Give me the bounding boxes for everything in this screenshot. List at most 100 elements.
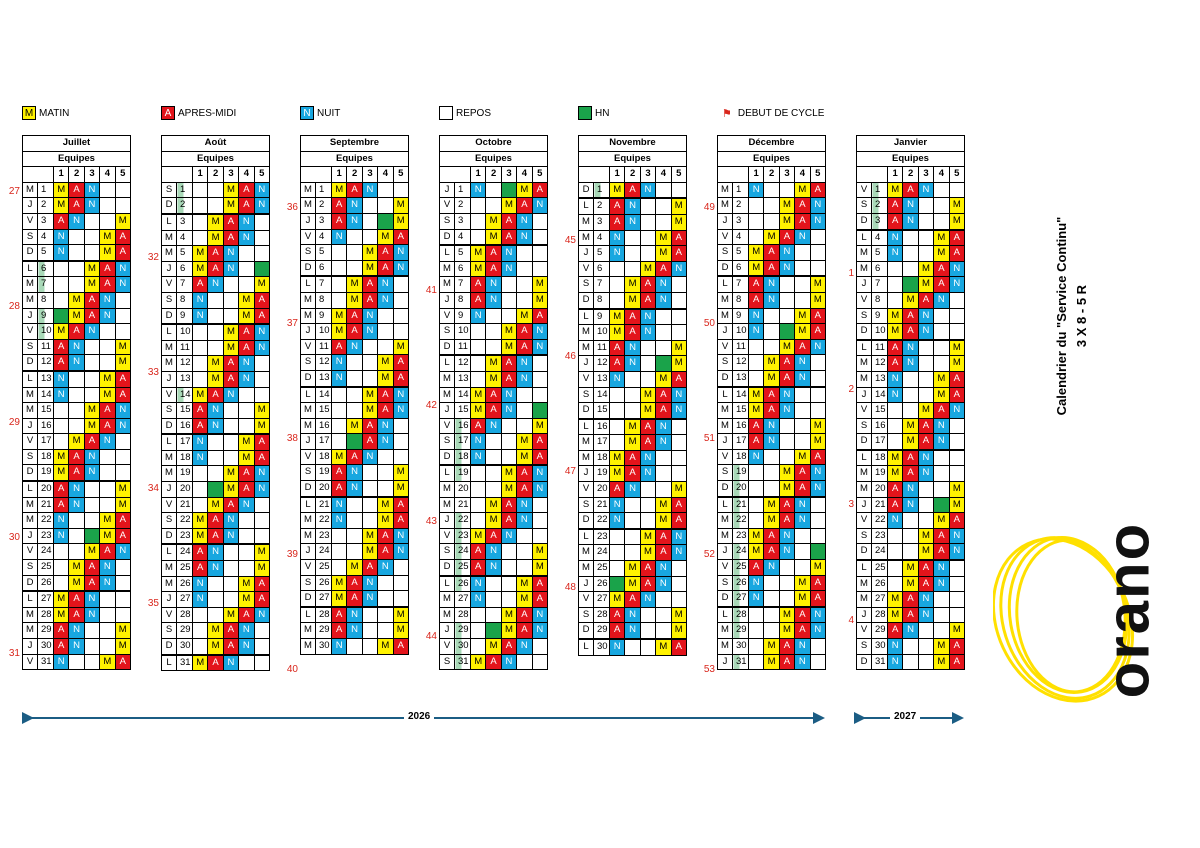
- shift-cell: [378, 324, 393, 340]
- weekday-letter: D: [579, 182, 594, 198]
- shift-cell: N: [656, 561, 671, 577]
- shift-cell: [115, 575, 130, 591]
- day-row: M9MAN: [301, 308, 409, 324]
- shift-cell: [810, 229, 825, 245]
- shift-cell: [84, 355, 99, 371]
- shift-cell: N: [254, 466, 269, 482]
- shift-cell: M: [949, 497, 964, 513]
- shift-cell: M: [362, 403, 377, 419]
- shift-cell: M: [239, 592, 254, 608]
- day-row: D 27 M A N: [301, 591, 409, 607]
- weekday-letter: M: [718, 308, 733, 324]
- day-number: 11: [594, 340, 610, 356]
- day-row: L 25 M A N: [857, 560, 965, 576]
- shift-cell: [749, 639, 764, 655]
- shift-cell: [656, 325, 671, 341]
- shift-cell: M: [764, 497, 779, 513]
- shift-cell: A: [486, 261, 501, 277]
- shift-cell: [949, 592, 964, 608]
- legend-swatch-repos: [439, 106, 453, 120]
- weekday-letter: S: [857, 198, 872, 214]
- shift-cell: N: [69, 639, 84, 655]
- shift-cell: M: [223, 340, 238, 356]
- day-number: 23: [594, 529, 610, 545]
- shift-cell: M: [671, 482, 686, 498]
- shift-cell: [810, 654, 825, 670]
- shift-cell: A: [918, 576, 933, 592]
- day-row: M 14 M A N: [440, 387, 548, 403]
- day-number: 6: [594, 261, 610, 277]
- weekday-letter: V: [857, 292, 872, 308]
- shift-cell: A: [779, 370, 794, 386]
- day-number: 16: [177, 418, 193, 434]
- shift-cell: M: [810, 292, 825, 308]
- weekday-letter: L: [301, 276, 316, 292]
- day-row: J 10 N M A: [718, 324, 826, 340]
- shift-cell: M: [84, 418, 99, 434]
- shift-cell: [347, 639, 362, 655]
- shift-cell: M: [888, 607, 903, 623]
- shift-cell: M: [532, 560, 547, 576]
- shift-cell: M: [949, 356, 964, 372]
- weekday-letter: M: [301, 198, 316, 214]
- day-number: 17: [455, 434, 471, 450]
- day-row: M 19 M A N: [162, 466, 270, 482]
- shift-cell: [656, 482, 671, 498]
- team-number-header: 4: [517, 167, 532, 183]
- weekday-letter: M: [440, 482, 455, 498]
- shift-cell: [208, 466, 223, 482]
- day-row: L 13 N M A: [23, 371, 131, 387]
- weekday-letter: D: [440, 229, 455, 245]
- shift-cell: M: [223, 466, 238, 482]
- shift-cell: [115, 560, 130, 576]
- shift-cell: M: [115, 339, 130, 355]
- shift-cell: N: [888, 639, 903, 655]
- shift-cell: [208, 482, 223, 498]
- shift-cell: A: [918, 560, 933, 576]
- week-number: 41: [417, 285, 437, 296]
- shift-cell: [347, 513, 362, 529]
- shift-cell: [332, 434, 347, 450]
- day-row: S 26 M A N: [301, 575, 409, 591]
- weekday-letter: M: [301, 513, 316, 529]
- weekday-letter: L: [23, 591, 38, 607]
- team-number-header: 5: [393, 167, 408, 183]
- team-number-header: 4: [656, 167, 671, 183]
- team-number-header: 3: [779, 167, 794, 183]
- day-number: 25: [872, 560, 888, 576]
- shift-cell: [115, 449, 130, 465]
- weekday-letter: L: [440, 576, 455, 592]
- shift-cell: [934, 466, 949, 482]
- shift-cell: [378, 308, 393, 324]
- shift-cell: M: [903, 292, 918, 308]
- week-number: 43: [417, 516, 437, 527]
- shift-cell: A: [779, 355, 794, 371]
- timeline-2027: 2027: [854, 709, 966, 727]
- shift-cell: M: [532, 418, 547, 434]
- day-row: M 27 M A N: [857, 592, 965, 608]
- day-number: 5: [594, 246, 610, 262]
- month-name: Décembre: [718, 136, 826, 152]
- shift-cell: M: [471, 387, 486, 403]
- day-row: V 25 M A N: [301, 560, 409, 576]
- shift-cell: A: [254, 592, 269, 608]
- day-number: 16: [455, 418, 471, 434]
- shift-cell: M: [208, 497, 223, 513]
- shift-cell: [347, 260, 362, 276]
- weekday-letter: V: [23, 544, 38, 560]
- day-row: L 12 M A N: [440, 355, 548, 371]
- day-row: S 26 N M A: [718, 575, 826, 591]
- shift-cell: [810, 403, 825, 419]
- shift-cell: N: [610, 639, 625, 655]
- weekday-letter: S: [23, 339, 38, 355]
- day-number: 26: [316, 575, 332, 591]
- day-number: 6: [38, 261, 54, 277]
- weekday-letter: D: [857, 544, 872, 560]
- shift-cell: [949, 324, 964, 340]
- shift-cell: N: [347, 623, 362, 639]
- shift-cell: M: [69, 292, 84, 308]
- shift-cell: [656, 356, 671, 372]
- day-row: D 23 M A N: [162, 528, 270, 544]
